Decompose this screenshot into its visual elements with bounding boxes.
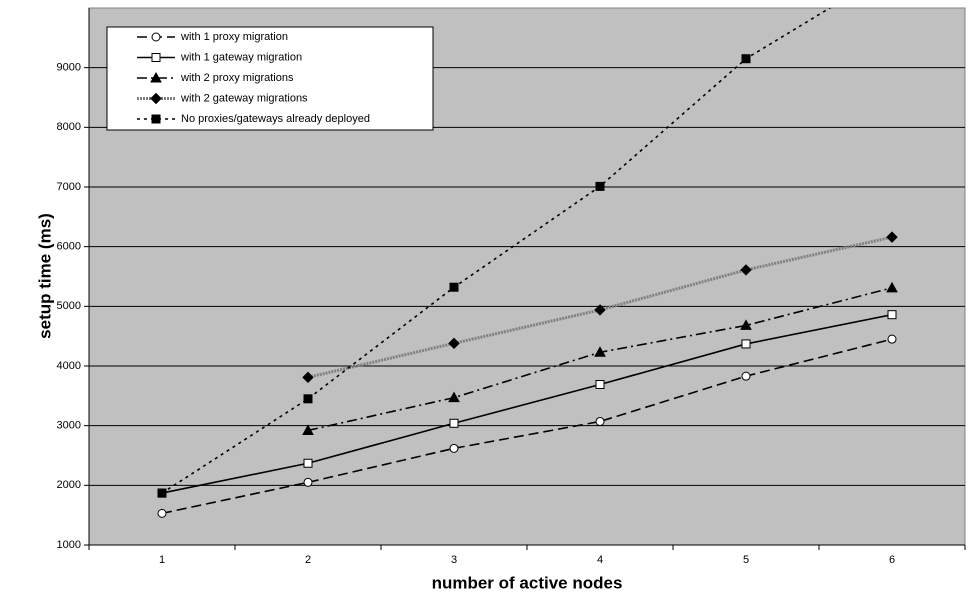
y-tick-label: 6000	[57, 241, 81, 253]
x-tick-label: 3	[451, 554, 457, 566]
y-tick-label: 3000	[57, 420, 81, 432]
marker	[887, 334, 897, 344]
legend-label: No proxies/gateways already deployed	[181, 113, 370, 125]
marker	[151, 114, 161, 124]
series-line	[161, 8, 832, 494]
marker	[594, 346, 606, 357]
x-tick-label: 1	[159, 554, 165, 566]
x-axis-title: number of active nodes	[432, 573, 623, 592]
series-line	[161, 338, 893, 515]
marker	[151, 32, 161, 42]
y-tick-label: 2000	[57, 479, 81, 491]
marker	[595, 181, 605, 191]
marker	[741, 371, 751, 381]
marker	[448, 391, 460, 403]
marker	[449, 418, 459, 428]
marker	[151, 53, 161, 62]
plot-series	[157, 8, 898, 518]
marker	[594, 304, 606, 316]
legend-label: with 2 proxy migrations	[180, 72, 294, 84]
marker	[595, 379, 605, 389]
marker	[886, 281, 898, 293]
marker	[741, 339, 751, 349]
y-tick-label: 8000	[57, 121, 81, 133]
marker	[595, 416, 605, 426]
marker	[886, 231, 898, 243]
series-line	[161, 313, 893, 494]
x-tick-label: 6	[889, 554, 895, 566]
legend-label: with 2 gateway migrations	[180, 92, 308, 104]
series-line	[307, 235, 893, 379]
y-tick-label: 7000	[57, 181, 81, 193]
x-tick-label: 2	[305, 554, 311, 566]
marker	[449, 282, 459, 292]
marker	[157, 488, 167, 498]
marker	[157, 508, 167, 518]
legend-label: with 1 gateway migration	[180, 51, 302, 63]
x-tick-label: 4	[597, 554, 603, 566]
marker	[741, 54, 751, 64]
marker	[150, 92, 162, 105]
marker	[449, 443, 459, 453]
marker	[302, 424, 314, 435]
marker	[150, 71, 162, 83]
marker	[302, 371, 314, 384]
legend-label: with 1 proxy migration	[180, 31, 288, 43]
marker	[303, 477, 313, 487]
y-tick-label: 5000	[57, 300, 81, 312]
marker	[303, 458, 313, 468]
x-tick-label: 5	[743, 554, 749, 566]
y-axis-title: setup time (ms)	[35, 213, 54, 339]
marker	[740, 264, 752, 276]
marker	[303, 394, 313, 404]
marker	[740, 319, 752, 330]
y-tick-label: 1000	[57, 539, 81, 551]
marker	[448, 337, 460, 350]
y-tick-label: 9000	[57, 62, 81, 74]
y-tick-label: 4000	[57, 360, 81, 372]
marker	[887, 310, 897, 320]
